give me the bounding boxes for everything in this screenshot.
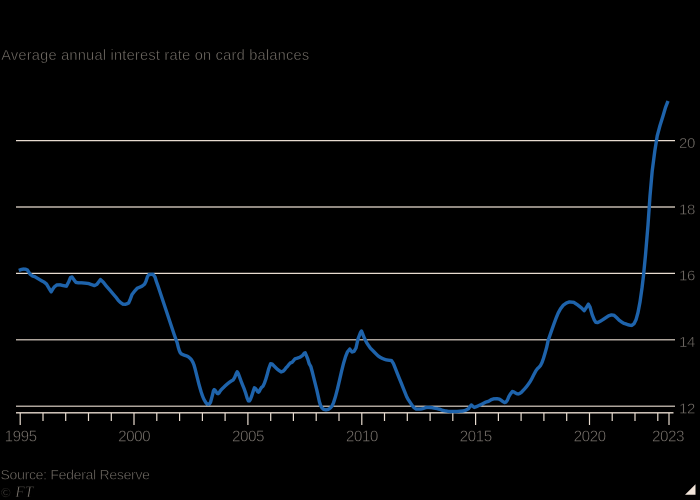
svg-text:1995: 1995 xyxy=(5,429,37,446)
svg-text:© FT: © FT xyxy=(1,484,35,500)
svg-text:20: 20 xyxy=(679,135,695,152)
svg-text:Average annual interest rate o: Average annual interest rate on card bal… xyxy=(1,48,309,64)
svg-text:Source: Federal Reserve: Source: Federal Reserve xyxy=(1,466,151,482)
svg-text:2010: 2010 xyxy=(346,429,378,446)
svg-text:2000: 2000 xyxy=(118,429,150,446)
svg-text:2023: 2023 xyxy=(652,429,684,446)
svg-text:2020: 2020 xyxy=(574,429,606,446)
svg-text:12: 12 xyxy=(679,401,695,418)
svg-text:14: 14 xyxy=(679,334,695,351)
svg-text:2015: 2015 xyxy=(460,429,492,446)
svg-text:18: 18 xyxy=(679,201,695,218)
svg-text:16: 16 xyxy=(679,268,695,285)
svg-text:2005: 2005 xyxy=(232,429,264,446)
